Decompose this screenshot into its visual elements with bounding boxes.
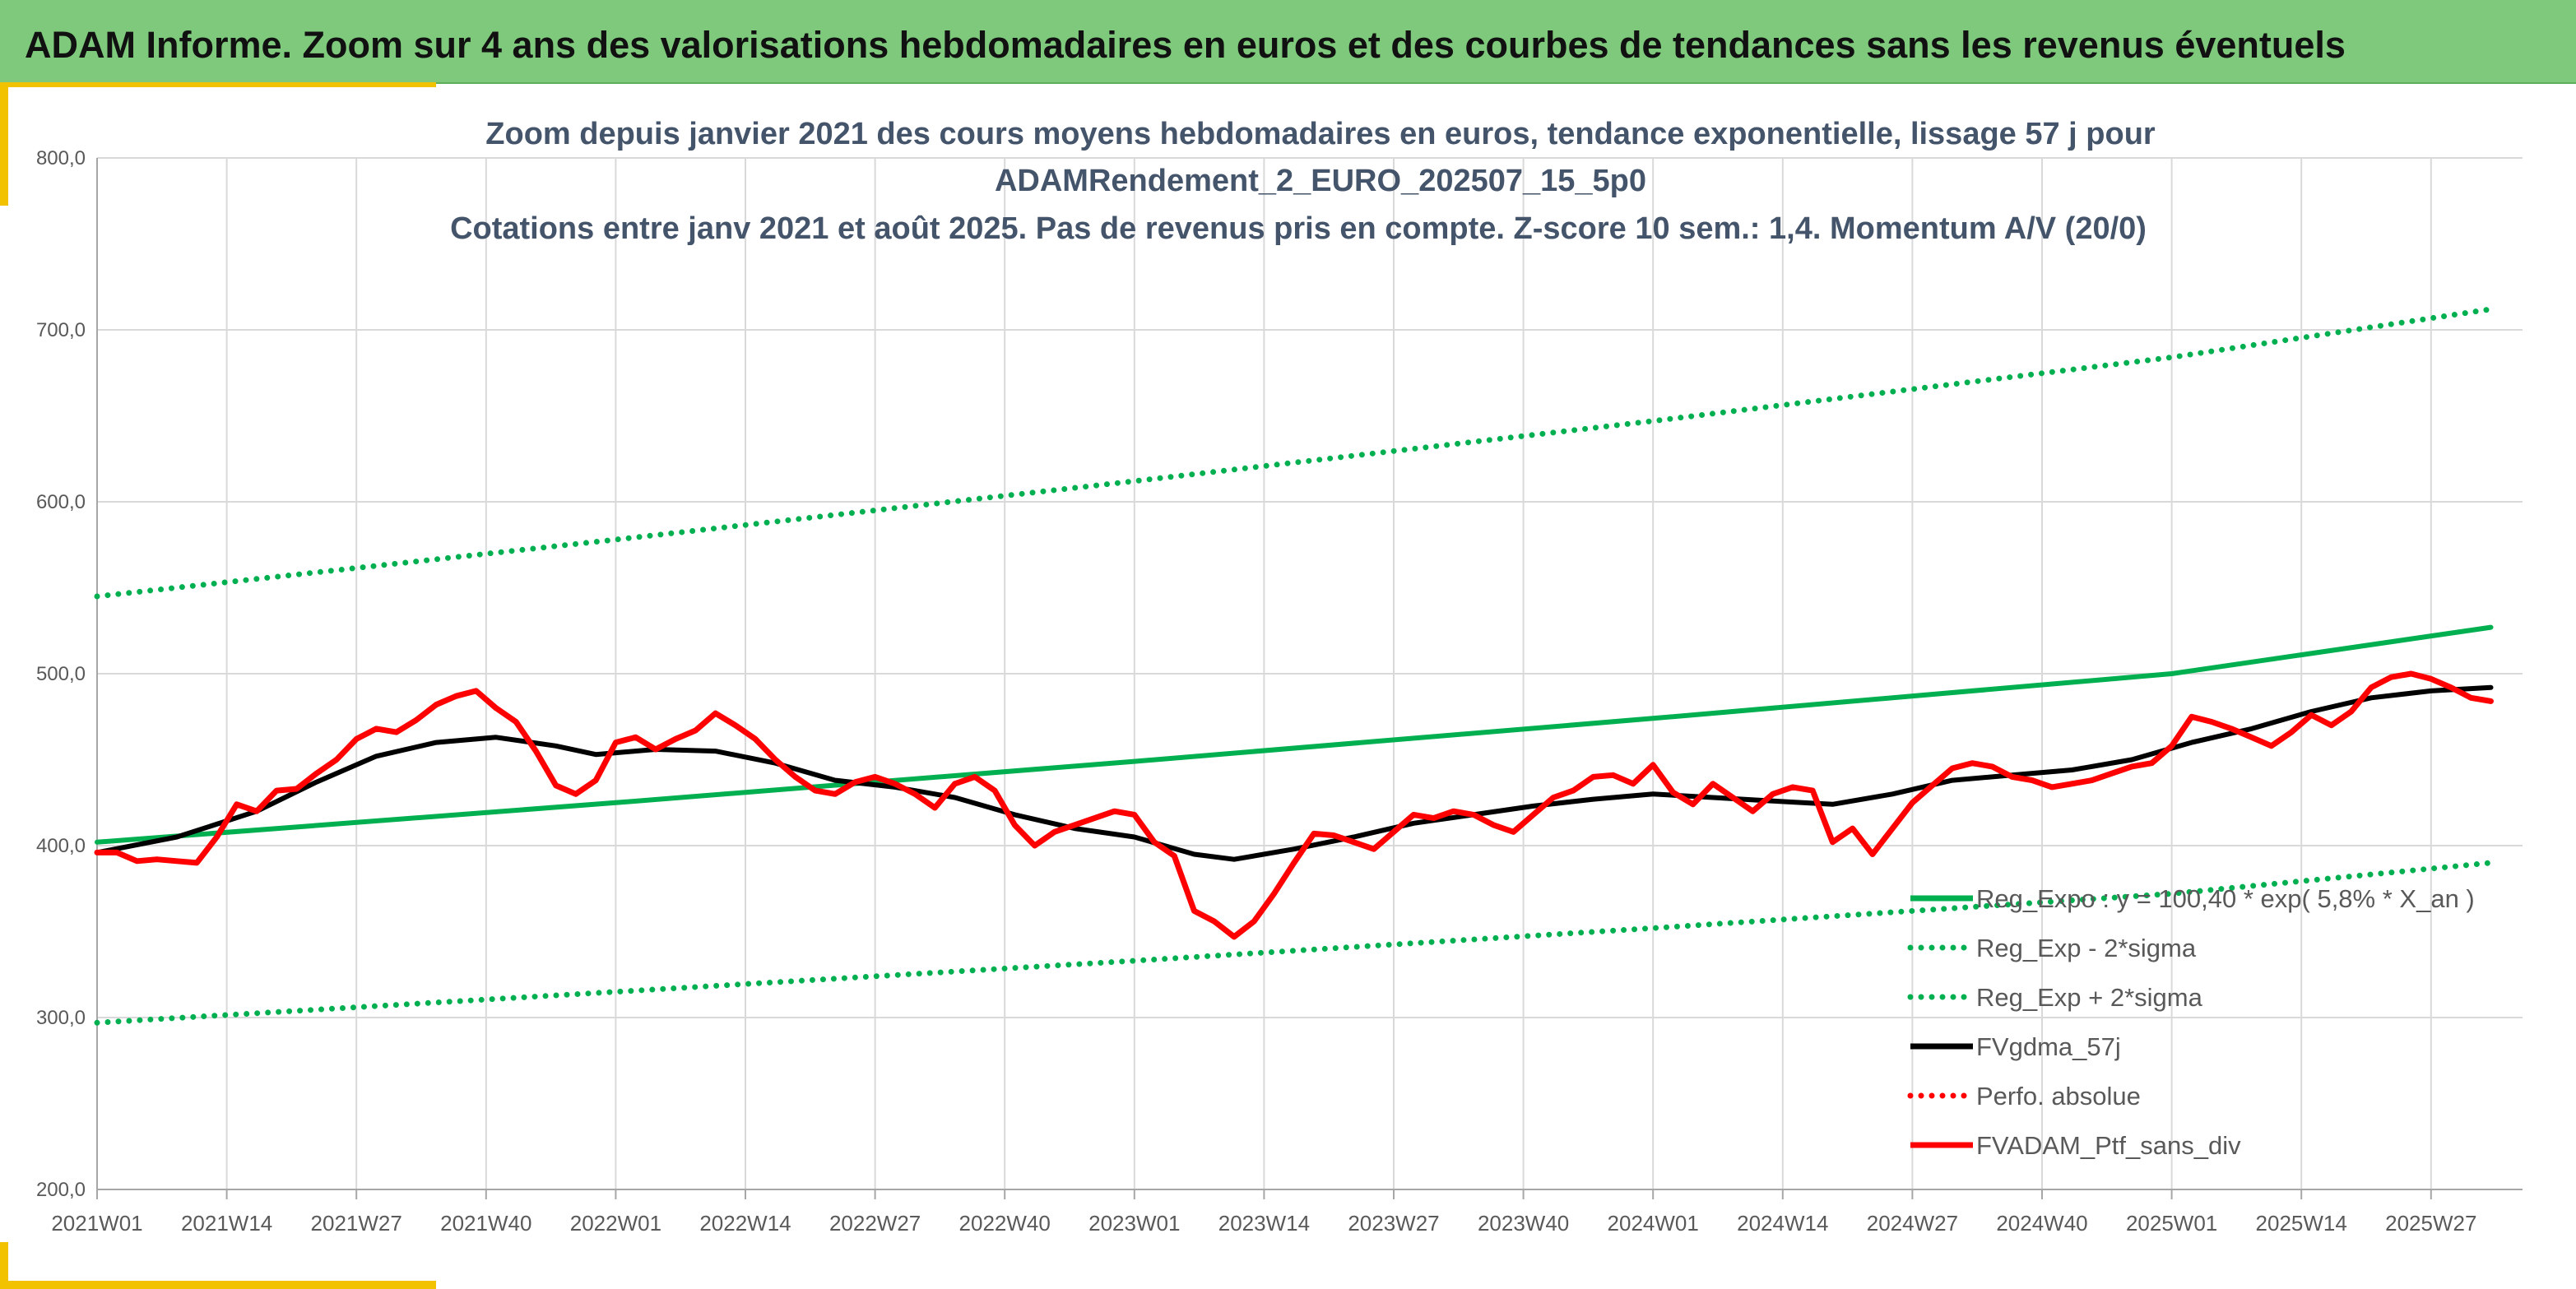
y-tick-label: 500,0 <box>36 663 86 685</box>
corner-accent-bottom-left-side <box>0 1242 8 1289</box>
series-line-5 <box>94 670 2494 940</box>
x-tick-label: 2025W14 <box>2256 1211 2347 1236</box>
x-tick-label: 2021W40 <box>440 1211 531 1236</box>
x-tick-label: 2023W40 <box>1478 1211 1569 1236</box>
x-tick-label: 2021W14 <box>181 1211 272 1236</box>
legend-label: FVgdma_57j <box>1976 1032 2121 1061</box>
header-banner: ADAM Informe. Zoom sur 4 ans des valoris… <box>0 0 2576 84</box>
y-tick-label: 300,0 <box>36 1007 86 1029</box>
y-tick-label: 600,0 <box>36 491 86 513</box>
chart-title-line-1: Zoom depuis janvier 2021 des cours moyen… <box>485 117 2156 151</box>
x-tick-label: 2024W14 <box>1737 1211 1828 1236</box>
x-tick-label: 2022W40 <box>959 1211 1051 1236</box>
x-tick-label: 2021W01 <box>51 1211 142 1236</box>
chart-title-line-2: ADAMRendement_2_EURO_202507_15_5p0 <box>995 164 1646 198</box>
x-tick-label: 2025W01 <box>2126 1211 2217 1236</box>
legend-label: Reg_Exp - 2*sigma <box>1976 934 2197 962</box>
corner-accent-top-left-side <box>0 82 8 206</box>
x-tick-label: 2022W27 <box>829 1211 921 1236</box>
x-tick-label: 2021W27 <box>311 1211 402 1236</box>
series-line-4 <box>95 684 2494 862</box>
x-tick-label: 2025W27 <box>2385 1211 2476 1236</box>
series-lines <box>94 306 2494 1026</box>
y-tick-label: 700,0 <box>36 319 86 341</box>
corner-accent-top-left <box>0 82 436 87</box>
legend-label: Reg_Exp + 2*sigma <box>1976 983 2203 1012</box>
x-tick-label: 2023W14 <box>1218 1211 1310 1236</box>
x-tick-label: 2024W40 <box>1996 1211 2087 1236</box>
grid <box>96 157 2523 1199</box>
legend: Reg_Expo : y = 100,40 * exp( 5,8% * X_an… <box>1907 884 2475 1160</box>
banner-title: ADAM Informe. Zoom sur 4 ans des valoris… <box>25 24 2346 66</box>
y-tick-label: 200,0 <box>36 1179 86 1201</box>
y-tick-label: 400,0 <box>36 835 86 857</box>
series-line-3 <box>94 306 2494 600</box>
chart-title-block: Zoom depuis janvier 2021 des cours moyen… <box>450 117 2156 246</box>
chart-title-line-3: Cotations entre janv 2021 et août 2025. … <box>450 211 2147 246</box>
x-tick-label: 2024W27 <box>1867 1211 1958 1236</box>
x-tick-label: 2023W27 <box>1348 1211 1439 1236</box>
corner-accent-bottom-left <box>0 1281 436 1289</box>
x-tick-label: 2023W01 <box>1088 1211 1180 1236</box>
legend-label: Reg_Expo : y = 100,40 * exp( 5,8% * X_an… <box>1976 884 2475 913</box>
x-tick-label: 2022W14 <box>699 1211 791 1236</box>
legend-label: Perfo. absolue <box>1976 1082 2141 1110</box>
y-tick-label: 800,0 <box>36 147 86 169</box>
series-line-1 <box>95 624 2494 845</box>
x-tick-label: 2022W01 <box>570 1211 661 1236</box>
legend-label: FVADAM_Ptf_sans_div <box>1976 1131 2241 1160</box>
axis-ticks: 200,0 300,0 400,0 500,0 600,0 700,0 800,0 2021W… <box>36 147 2477 1236</box>
x-tick-label: 2024W01 <box>1608 1211 1699 1236</box>
